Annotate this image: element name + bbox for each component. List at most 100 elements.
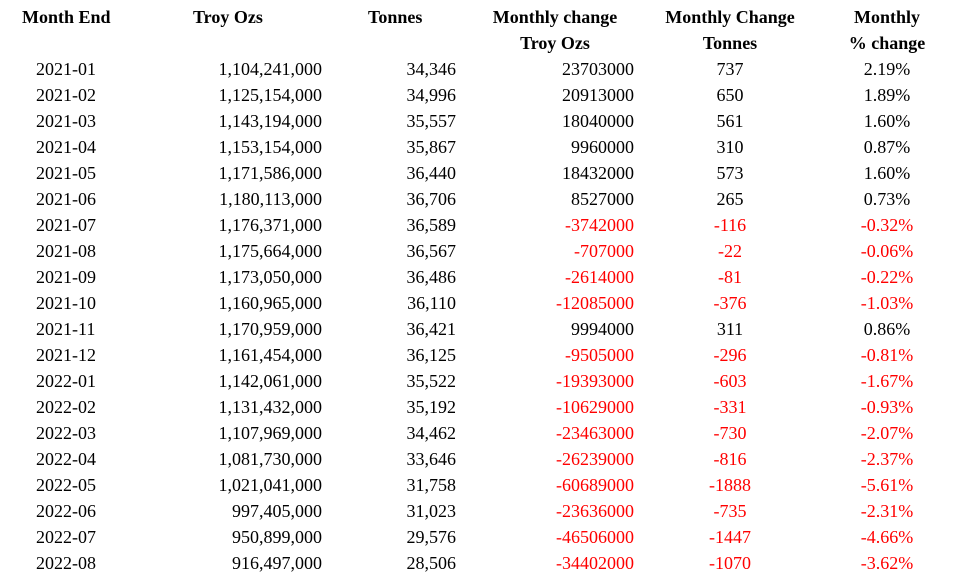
- cell-monthly-pct: 1.60%: [863, 163, 911, 183]
- cell-troy-ozs: 950,899,000: [232, 527, 322, 547]
- cell-tonnes: 28,506: [406, 553, 457, 573]
- cell-troy-ozs: 1,131,432,000: [218, 397, 323, 417]
- cell-tonnes: 33,646: [406, 449, 457, 469]
- cell-tonnes: 36,110: [407, 293, 456, 313]
- cell-monthly-pct: -0.93%: [860, 397, 914, 417]
- cell-month-end: 2021-11: [36, 319, 96, 339]
- cell-monthly-change-tonnes: -81: [718, 267, 742, 287]
- cell-monthly-pct: 2.19%: [863, 59, 911, 79]
- table-header: Month End Troy Ozs Tonnes Monthly change…: [0, 0, 953, 56]
- cell-monthly-pct: -4.66%: [860, 527, 914, 547]
- cell-monthly-pct: -2.37%: [860, 449, 914, 469]
- cell-troy-ozs: 1,160,965,000: [218, 293, 323, 313]
- cell-monthly-pct: -1.67%: [860, 371, 914, 391]
- cell-troy-ozs: 916,497,000: [232, 553, 322, 573]
- table-row: 2022-08 916,497,000 28,506 -34402000 -1070 -3…: [0, 550, 953, 576]
- header-tonnes: Tonnes: [368, 4, 422, 30]
- cell-troy-ozs: 1,142,061,000: [218, 371, 323, 391]
- cell-month-end: 2021-04: [36, 137, 96, 157]
- cell-monthly-pct: -2.31%: [860, 501, 914, 521]
- cell-monthly-change-tonnes: 650: [716, 85, 744, 105]
- header-monthly-pct: Monthly % change: [828, 4, 946, 56]
- cell-tonnes: 36,440: [406, 163, 457, 183]
- cell-monthly-pct: 1.60%: [863, 111, 911, 131]
- table-row: 2021-03 1,143,194,000 35,557 18040000 561 1.6…: [0, 108, 953, 134]
- cell-monthly-change-oz: -23636000: [556, 501, 634, 521]
- cell-tonnes: 35,557: [406, 111, 457, 131]
- cell-monthly-change-tonnes: -735: [713, 501, 747, 521]
- table-row: 2021-06 1,180,113,000 36,706 8527000 265 0.73…: [0, 186, 953, 212]
- header-monthly-change-tonnes-line1: Monthly Change: [665, 7, 795, 27]
- table-row: 2022-01 1,142,061,000 35,522 -19393000 -603 -…: [0, 368, 953, 394]
- cell-troy-ozs: 1,104,241,000: [218, 59, 323, 79]
- cell-monthly-change-oz: -12085000: [556, 293, 634, 313]
- cell-troy-ozs: 1,125,154,000: [218, 85, 323, 105]
- cell-month-end: 2021-02: [36, 85, 96, 105]
- cell-tonnes: 34,462: [406, 423, 457, 443]
- cell-monthly-pct: -1.03%: [860, 293, 914, 313]
- table-row: 2022-05 1,021,041,000 31,758 -60689000 -1888…: [0, 472, 953, 498]
- cell-monthly-change-tonnes: -730: [713, 423, 747, 443]
- header-monthly-change-oz-line2: Troy Ozs: [520, 33, 590, 53]
- cell-monthly-change-tonnes: -1070: [709, 553, 751, 573]
- table-row: 2022-06 997,405,000 31,023 -23636000 -735 -2.…: [0, 498, 953, 524]
- cell-monthly-pct: 1.89%: [863, 85, 911, 105]
- cell-troy-ozs: 1,153,154,000: [218, 137, 323, 157]
- cell-tonnes: 34,996: [406, 85, 457, 105]
- header-monthly-change-tonnes: Monthly Change Tonnes: [652, 4, 808, 56]
- cell-monthly-pct: -3.62%: [860, 553, 914, 573]
- cell-monthly-change-tonnes: 265: [716, 189, 744, 209]
- cell-tonnes: 31,023: [406, 501, 457, 521]
- table-body: 2021-01 1,104,241,000 34,346 23703000 737 2.1…: [0, 56, 953, 576]
- header-month-end-label: Month End: [22, 7, 111, 27]
- table-row: 2021-12 1,161,454,000 36,125 -9505000 -296 -0…: [0, 342, 953, 368]
- cell-month-end: 2021-06: [36, 189, 96, 209]
- cell-monthly-change-oz: -2614000: [565, 267, 634, 287]
- cell-troy-ozs: 1,143,194,000: [218, 111, 323, 131]
- cell-tonnes: 36,567: [406, 241, 457, 261]
- cell-monthly-pct: 0.73%: [863, 189, 911, 209]
- cell-troy-ozs: 1,180,113,000: [219, 189, 322, 209]
- cell-month-end: 2021-03: [36, 111, 96, 131]
- cell-troy-ozs: 1,107,969,000: [218, 423, 323, 443]
- cell-tonnes: 34,346: [406, 59, 457, 79]
- cell-monthly-change-tonnes: 561: [716, 111, 744, 131]
- cell-monthly-change-tonnes: -603: [713, 371, 747, 391]
- cell-tonnes: 36,706: [406, 189, 457, 209]
- table-row: 2021-10 1,160,965,000 36,110 -12085000 -376 -…: [0, 290, 953, 316]
- cell-monthly-pct: -0.32%: [860, 215, 914, 235]
- cell-monthly-pct: 0.87%: [863, 137, 911, 157]
- cell-monthly-change-oz: 18040000: [562, 111, 634, 131]
- cell-monthly-pct: -2.07%: [860, 423, 914, 443]
- cell-monthly-pct: -0.22%: [860, 267, 914, 287]
- cell-troy-ozs: 997,405,000: [232, 501, 322, 521]
- cell-month-end: 2021-08: [36, 241, 96, 261]
- cell-troy-ozs: 1,081,730,000: [218, 449, 323, 469]
- cell-monthly-change-tonnes: -296: [713, 345, 747, 365]
- cell-month-end: 2022-03: [36, 423, 96, 443]
- table-row: 2021-02 1,125,154,000 34,996 20913000 650 1.8…: [0, 82, 953, 108]
- cell-monthly-change-tonnes: -22: [718, 241, 742, 261]
- table-row: 2021-11 1,170,959,000 36,421 9994000 311 0.86…: [0, 316, 953, 342]
- header-month-end: Month End: [22, 4, 111, 30]
- cell-monthly-change-oz: -60689000: [556, 475, 634, 495]
- cell-tonnes: 36,125: [406, 345, 457, 365]
- table-row: 2021-04 1,153,154,000 35,867 9960000 310 0.87…: [0, 134, 953, 160]
- cell-monthly-change-oz: -23463000: [556, 423, 634, 443]
- cell-monthly-change-oz: 9960000: [571, 137, 634, 157]
- cell-month-end: 2022-05: [36, 475, 96, 495]
- header-monthly-change-oz: Monthly change Troy Ozs: [472, 4, 638, 56]
- cell-month-end: 2022-07: [36, 527, 96, 547]
- table-row: 2022-04 1,081,730,000 33,646 -26239000 -816 -…: [0, 446, 953, 472]
- cell-monthly-change-oz: -19393000: [556, 371, 634, 391]
- cell-troy-ozs: 1,161,454,000: [218, 345, 323, 365]
- cell-monthly-change-oz: -9505000: [565, 345, 634, 365]
- header-monthly-change-tonnes-line2: Tonnes: [702, 33, 758, 53]
- cell-monthly-change-oz: 20913000: [562, 85, 634, 105]
- cell-monthly-change-tonnes: -331: [713, 397, 747, 417]
- cell-month-end: 2021-12: [36, 345, 96, 365]
- cell-troy-ozs: 1,170,959,000: [218, 319, 323, 339]
- cell-month-end: 2022-06: [36, 501, 96, 521]
- cell-tonnes: 35,867: [406, 137, 457, 157]
- table-row: 2022-07 950,899,000 29,576 -46506000 -1447 -4…: [0, 524, 953, 550]
